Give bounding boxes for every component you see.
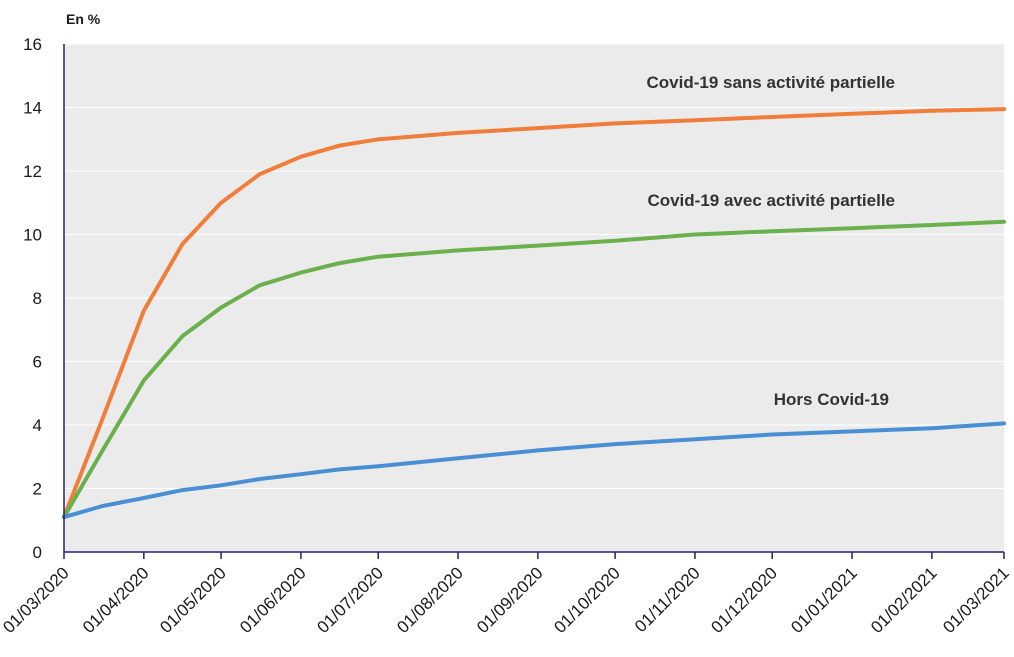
y-tick-label-6: 6 (33, 353, 42, 372)
y-tick-label-12: 12 (23, 162, 42, 181)
series-labels: Covid-19 sans activité partielle Covid-19… (647, 73, 896, 409)
gridlines (64, 43, 1004, 489)
y-tick-label-16: 16 (23, 35, 42, 54)
series-lines (62, 107, 1006, 520)
x-tick-label-12: 01/03/2021 (939, 563, 1013, 637)
y-tick-label-4: 4 (33, 416, 42, 435)
y-tick-label-2: 2 (33, 480, 42, 499)
y-axis-unit-label: En % (66, 11, 101, 27)
y-tick-label-10: 10 (23, 226, 42, 245)
x-tick-label-2: 01/05/2020 (156, 563, 230, 637)
y-tick-label-14: 14 (23, 99, 42, 118)
series-label-1: Covid-19 sans activité partielle (647, 73, 896, 92)
x-tick-label-1: 01/04/2020 (79, 563, 153, 637)
x-tick-label-11: 01/02/2021 (867, 563, 941, 637)
y-tick-label-0: 0 (33, 543, 42, 562)
y-tick-label-8: 8 (33, 289, 42, 308)
series-label-3: Hors Covid-19 (774, 390, 889, 409)
series-line-2 (62, 219, 1006, 520)
y-axis-tick-labels: 0 2 4 6 8 10 12 14 16 (23, 35, 42, 562)
x-tick-label-3: 01/06/2020 (236, 563, 310, 637)
x-tick-label-8: 01/11/2020 (631, 563, 704, 636)
x-tick-label-4: 01/07/2020 (313, 563, 387, 637)
x-tick-label-6: 01/09/2020 (473, 563, 547, 637)
x-axis-tick-labels: 01/03/2020 01/04/2020 01/05/2020 01/06/2020… (0, 563, 1013, 637)
x-tick-label-0: 01/03/2020 (0, 563, 73, 637)
series-line-1 (62, 107, 1006, 520)
x-tick-label-10: 01/01/2021 (787, 563, 861, 637)
series-line-3 (62, 421, 1006, 520)
axes (63, 44, 1005, 559)
series-label-2: Covid-19 avec activité partielle (647, 191, 895, 210)
x-tick-label-5: 01/08/2020 (393, 563, 467, 637)
x-tick-label-9: 01/12/2020 (707, 563, 781, 637)
x-tick-label-7: 01/10/2020 (550, 563, 624, 637)
